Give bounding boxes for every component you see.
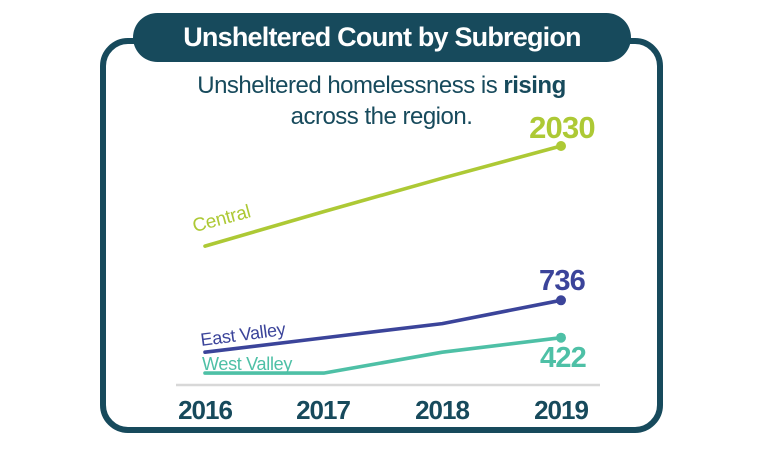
central-value-label: 2030 xyxy=(529,110,596,145)
east-valley-series-line xyxy=(203,298,563,355)
x-tick-2018: 2018 xyxy=(415,395,470,425)
x-tick-2019: 2019 xyxy=(534,395,589,425)
central-endpoint-dot xyxy=(556,141,566,151)
chart-title: Unsheltered Count by Subregion xyxy=(183,22,581,52)
central-series-line xyxy=(203,144,563,248)
west-valley-series-line xyxy=(203,335,563,375)
west-valley-endpoint-dot xyxy=(556,332,566,343)
subtitle-line1-bold: rising xyxy=(503,72,566,99)
x-tick-2016: 2016 xyxy=(178,395,233,425)
x-tick-2017: 2017 xyxy=(296,395,351,425)
west-valley-value-label: 422 xyxy=(540,342,587,374)
west-valley-series-label: West Valley xyxy=(202,354,293,374)
east-valley-endpoint-dot xyxy=(556,295,566,306)
subtitle-line1-regular: Unsheltered homelessness is xyxy=(197,72,504,99)
chart-subtitle: Unsheltered homelessness is rising acros… xyxy=(105,70,658,132)
chart-title-pill: Unsheltered Count by Subregion xyxy=(133,13,631,62)
subtitle-line2: across the region. xyxy=(290,103,473,130)
east-valley-value-label: 736 xyxy=(539,265,586,297)
